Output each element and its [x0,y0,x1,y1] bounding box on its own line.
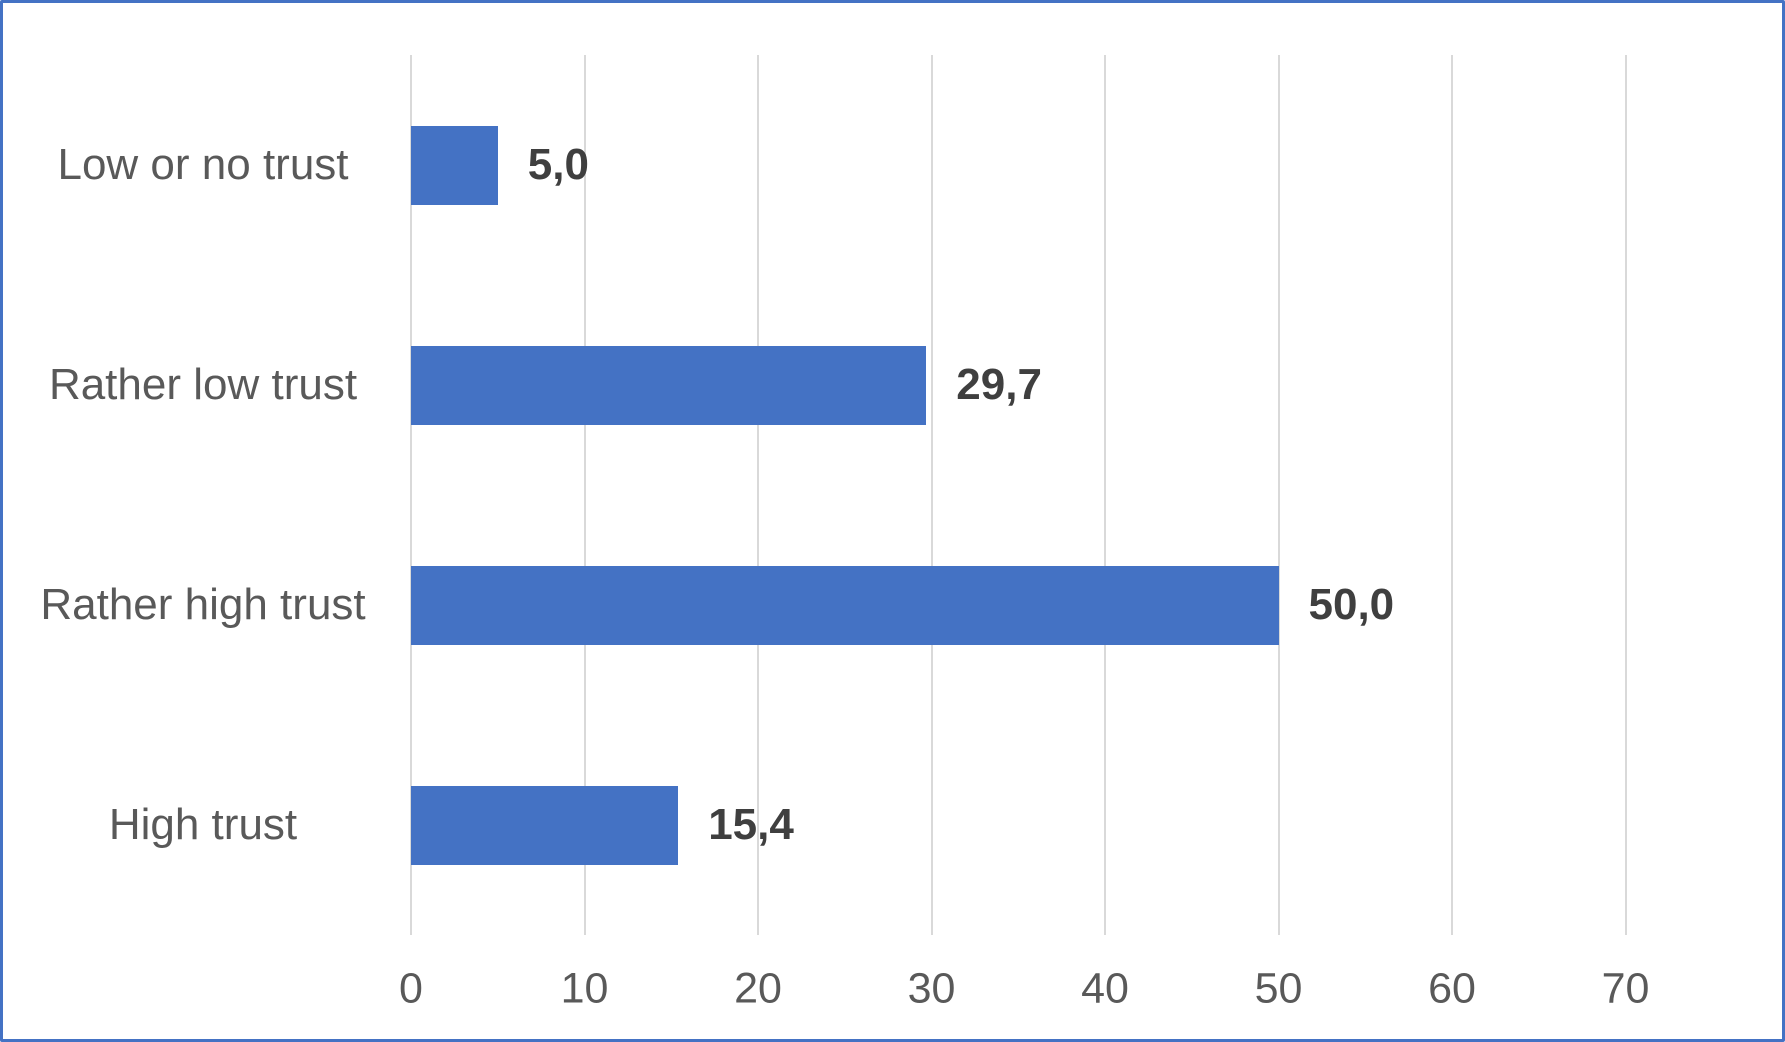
x-tick-label: 10 [560,964,609,1013]
bar-high-trust [411,785,679,865]
x-tick-label: 20 [734,964,782,1013]
bar-rather-high-trust [411,565,1279,645]
gridline-50 [1277,55,1280,935]
category-label: Low or no trust [57,140,349,189]
gridline-10 [583,55,586,935]
value-label: 29,7 [956,360,1042,409]
x-tick-label: 40 [1081,964,1129,1013]
bar-low-or-no-trust [411,125,498,205]
gridline-0 [410,55,412,935]
x-tick-label: 30 [907,964,956,1013]
gridline-70 [1624,55,1627,935]
category-label: Rather low trust [48,360,358,409]
gridline-30 [930,55,933,935]
x-tick-label: 60 [1428,964,1476,1013]
value-label: 5,0 [527,140,589,189]
gridline-40 [1104,55,1106,935]
category-label: Rather high trust [40,580,366,629]
gridline-60 [1451,55,1453,935]
bar-rather-low-trust [411,345,927,425]
x-tick-label: 0 [399,964,423,1013]
x-tick-label: 70 [1601,964,1650,1013]
x-tick-label: 50 [1254,964,1303,1013]
value-label: 50,0 [1308,580,1395,629]
category-label: High trust [108,800,298,849]
gridline-20 [757,55,759,935]
value-label: 15,4 [708,800,794,849]
